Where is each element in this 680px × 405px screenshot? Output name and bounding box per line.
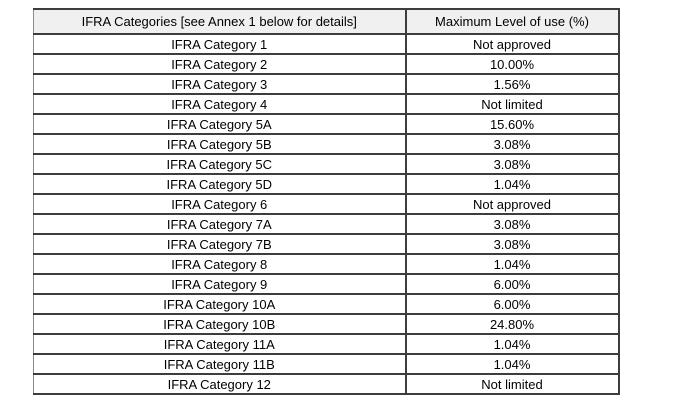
max-level-cell: 24.80% [404,313,620,335]
max-level-cell: 3.08% [404,133,620,155]
category-cell: IFRA Category 7B [33,233,407,255]
max-level-cell: 1.56% [404,73,620,95]
max-level-cell: Not limited [404,373,620,395]
table-row: IFRA Category 5B 3.08% [33,133,620,155]
category-cell: IFRA Category 10A [33,293,407,315]
table-row: IFRA Category 5A 15.60% [33,113,620,135]
ifra-categories-table: IFRA Categories [see Annex 1 below for d… [33,8,620,395]
category-cell: IFRA Category 10B [33,313,407,335]
table-row: IFRA Category 4 Not limited [33,93,620,115]
column-header-categories: IFRA Categories [see Annex 1 below for d… [33,8,407,35]
category-cell: IFRA Category 4 [33,93,407,115]
category-cell: IFRA Category 6 [33,193,407,215]
table-row: IFRA Category 10B 24.80% [33,313,620,335]
table-row: IFRA Category 3 1.56% [33,73,620,95]
category-cell: IFRA Category 9 [33,273,407,295]
table-row: IFRA Category 5D 1.04% [33,173,620,195]
max-level-cell: 3.08% [404,233,620,255]
category-cell: IFRA Category 7A [33,213,407,235]
max-level-cell: 3.08% [404,213,620,235]
max-level-cell: 6.00% [404,273,620,295]
table-row: IFRA Category 6 Not approved [33,193,620,215]
category-cell: IFRA Category 3 [33,73,407,95]
max-level-cell: 6.00% [404,293,620,315]
table-row: IFRA Category 5C 3.08% [33,153,620,175]
category-cell: IFRA Category 11B [33,353,407,375]
table-row: IFRA Category 8 1.04% [33,253,620,275]
table-row: IFRA Category 9 6.00% [33,273,620,295]
category-cell: IFRA Category 2 [33,53,407,75]
max-level-cell: 1.04% [404,253,620,275]
table-row: IFRA Category 11A 1.04% [33,333,620,355]
table-row: IFRA Category 7A 3.08% [33,213,620,235]
table-row: IFRA Category 7B 3.08% [33,233,620,255]
column-header-max-level: Maximum Level of use (%) [404,8,620,35]
category-cell: IFRA Category 5D [33,173,407,195]
category-cell: IFRA Category 1 [33,33,407,55]
category-cell: IFRA Category 5C [33,153,407,175]
category-cell: IFRA Category 5A [33,113,407,135]
max-level-cell: 3.08% [404,153,620,175]
category-cell: IFRA Category 5B [33,133,407,155]
max-level-cell: Not approved [404,193,620,215]
category-cell: IFRA Category 12 [33,373,407,395]
table-body: IFRA Category 1 Not approved IFRA Catego… [33,33,620,395]
max-level-cell: 1.04% [404,173,620,195]
table-header: IFRA Categories [see Annex 1 below for d… [33,8,620,35]
category-cell: IFRA Category 8 [33,253,407,275]
table-row: IFRA Category 11B 1.04% [33,353,620,375]
max-level-cell: 10.00% [404,53,620,75]
max-level-cell: Not approved [404,33,620,55]
table-row: IFRA Category 12 Not limited [33,373,620,395]
max-level-cell: Not limited [404,93,620,115]
header-row: IFRA Categories [see Annex 1 below for d… [33,8,620,35]
table-row: IFRA Category 1 Not approved [33,33,620,55]
max-level-cell: 1.04% [404,333,620,355]
category-cell: IFRA Category 11A [33,333,407,355]
max-level-cell: 15.60% [404,113,620,135]
max-level-cell: 1.04% [404,353,620,375]
table-row: IFRA Category 2 10.00% [33,53,620,75]
table-row: IFRA Category 10A 6.00% [33,293,620,315]
